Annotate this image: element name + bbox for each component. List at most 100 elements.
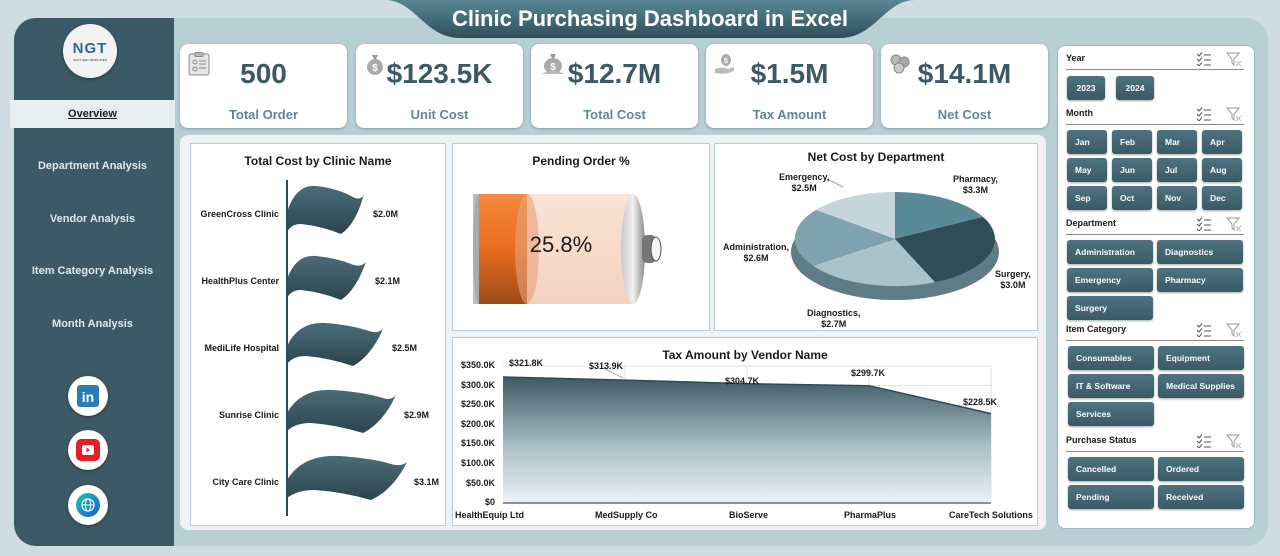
pie-value: $2.6M [743,253,769,263]
slicer-category-it-software[interactable]: IT & Software [1068,374,1154,398]
y-tick: $0 [484,497,495,507]
slicer-year-2023[interactable]: 2023 [1067,76,1105,100]
slicer-category-services[interactable]: Services [1068,402,1154,426]
slicer-category-medical-supplies[interactable]: Medical Supplies [1158,374,1244,398]
kpi-label: Net Cost [937,107,992,122]
sidebar-item-department-analysis[interactable]: Department Analysis [37,160,148,172]
multi-select-icon[interactable] [1196,323,1212,337]
svg-text:$: $ [372,63,378,74]
globe-icon [76,493,100,517]
title-banner-shape [385,0,915,38]
svg-text:$: $ [550,62,556,73]
x-tick: BioServe [729,510,769,520]
slicer-month-jun[interactable]: Jun [1112,158,1152,182]
slicer-status-received[interactable]: Received [1158,485,1244,509]
slicer-status-ordered[interactable]: Ordered [1158,457,1244,481]
slicer-title: Month [1066,108,1093,118]
money-bag-icon: $ [541,54,565,74]
bar-value-label: $3.1M [414,477,440,487]
slicer-category-equipment[interactable]: Equipment [1158,346,1244,370]
chart-title: Net Cost by Department [807,150,945,164]
pending-order-value: 25.8% [529,232,593,257]
slicer-dept-diagnostics[interactable]: Diagnostics [1157,240,1243,264]
sidebar-item-overview[interactable]: Overview [10,100,175,128]
slicer-title: Purchase Status [1066,435,1137,445]
clear-filter-icon[interactable] [1226,52,1242,66]
data-label: $228.5K [963,397,998,407]
slicer-dept-emergency[interactable]: Emergency [1067,268,1153,292]
multi-select-icon[interactable] [1196,107,1212,121]
slicer-month-sep[interactable]: Sep [1067,186,1107,210]
coins-icon [890,54,910,74]
clipboard-icon [188,52,210,76]
page-title: Clinic Purchasing Dashboard in Excel [451,6,849,31]
slicer-month-feb[interactable]: Feb [1112,130,1152,154]
slicer-dept-surgery[interactable]: Surgery [1067,296,1153,320]
linkedin-button[interactable]: in [68,376,108,416]
pie-label-surgery: Surgery, $3.0M [995,269,1031,290]
kpi-label: Unit Cost [410,107,469,122]
bar-value-label: $2.1M [375,276,401,286]
multi-select-icon[interactable] [1196,434,1212,448]
x-tick: HealthEquip Ltd [455,510,524,520]
youtube-button[interactable] [68,430,108,470]
y-tick: $100.0K [460,458,495,468]
slicer-title: Item Category [1066,324,1127,334]
clinic-label: MediLife Hospital [204,343,279,353]
slicer-month-nov[interactable]: Nov [1157,186,1197,210]
kpi-total-cost: $ $12.7M Total Cost [531,44,698,128]
clear-filter-icon[interactable] [1226,217,1242,231]
clinic-label: GreenCross Clinic [200,209,279,219]
slicer-dept-administration[interactable]: Administration [1067,240,1153,264]
slicer-dept-pharmacy[interactable]: Pharmacy [1157,268,1243,292]
data-label: $299.7K [851,368,886,378]
slicer-month-jul[interactable]: Jul [1157,158,1197,182]
slicer-category-consumables[interactable]: Consumables [1068,346,1154,370]
slicer-header-item-category: Item Category [1066,321,1244,341]
multi-select-icon[interactable] [1196,217,1212,231]
kpi-net-cost: $14.1M Net Cost [881,44,1048,128]
slicer-header-year: Year [1066,50,1244,70]
website-button[interactable] [68,485,108,525]
chart-net-cost-by-department: Net Cost by Department Pharmacy, $3.3M Su… [714,143,1038,331]
kpi-value: $1.5M [750,58,829,89]
y-tick: $250.0K [460,399,495,409]
slicer-status-cancelled[interactable]: Cancelled [1068,457,1154,481]
sidebar-item-item-category-analysis[interactable]: Item Category Analysis [31,265,154,277]
area-chart [502,365,992,504]
slicer-month-mar[interactable]: Mar [1157,130,1197,154]
x-tick: CareTech Solutions [949,510,1033,520]
clear-filter-icon[interactable] [1226,434,1242,448]
sidebar-item-vendor-analysis[interactable]: Vendor Analysis [49,213,136,225]
clinic-label: HealthPlus Center [201,276,279,286]
clear-filter-icon[interactable] [1226,323,1242,337]
slicer-status-pending[interactable]: Pending [1068,485,1154,509]
y-tick: $50.0K [465,478,495,488]
youtube-icon [76,439,100,461]
pie-label-emergency: Emergency, $2.5M [779,172,830,193]
slicer-month-may[interactable]: May [1067,158,1107,182]
battery-gauge [473,194,662,304]
slicer-month-apr[interactable]: Apr [1202,130,1242,154]
clinic-label: City Care Clinic [212,477,279,487]
multi-select-icon[interactable] [1196,52,1212,66]
kpi-label: Total Order [228,107,299,122]
slicer-month-aug[interactable]: Aug [1202,158,1242,182]
money-hand-icon: $ [715,54,734,74]
kpi-value: $14.1M [917,58,1012,89]
bar-value-label: $2.0M [373,209,399,219]
clear-filter-icon[interactable] [1226,107,1242,121]
title-banner: Clinic Purchasing Dashboard in Excel [385,0,915,40]
slicer-year-2024[interactable]: 2024 [1116,76,1154,100]
sidebar-item-month-analysis[interactable]: Month Analysis [52,318,133,330]
kpi-unit-cost: $ $123.5K Unit Cost [356,44,523,128]
slicer-month-oct[interactable]: Oct [1112,186,1152,210]
logo-subtext: NEXT GEN TEMPLATES [73,58,107,62]
y-tick: $200.0K [460,419,495,429]
slicer-month-jan[interactable]: Jan [1067,130,1107,154]
pie-category: Diagnostics [807,308,859,318]
kpi-label: Tax Amount [752,107,827,122]
slicer-month-dec[interactable]: Dec [1202,186,1242,210]
pie-value: $3.0M [1000,280,1026,290]
kpi-label: Total Cost [583,107,646,122]
